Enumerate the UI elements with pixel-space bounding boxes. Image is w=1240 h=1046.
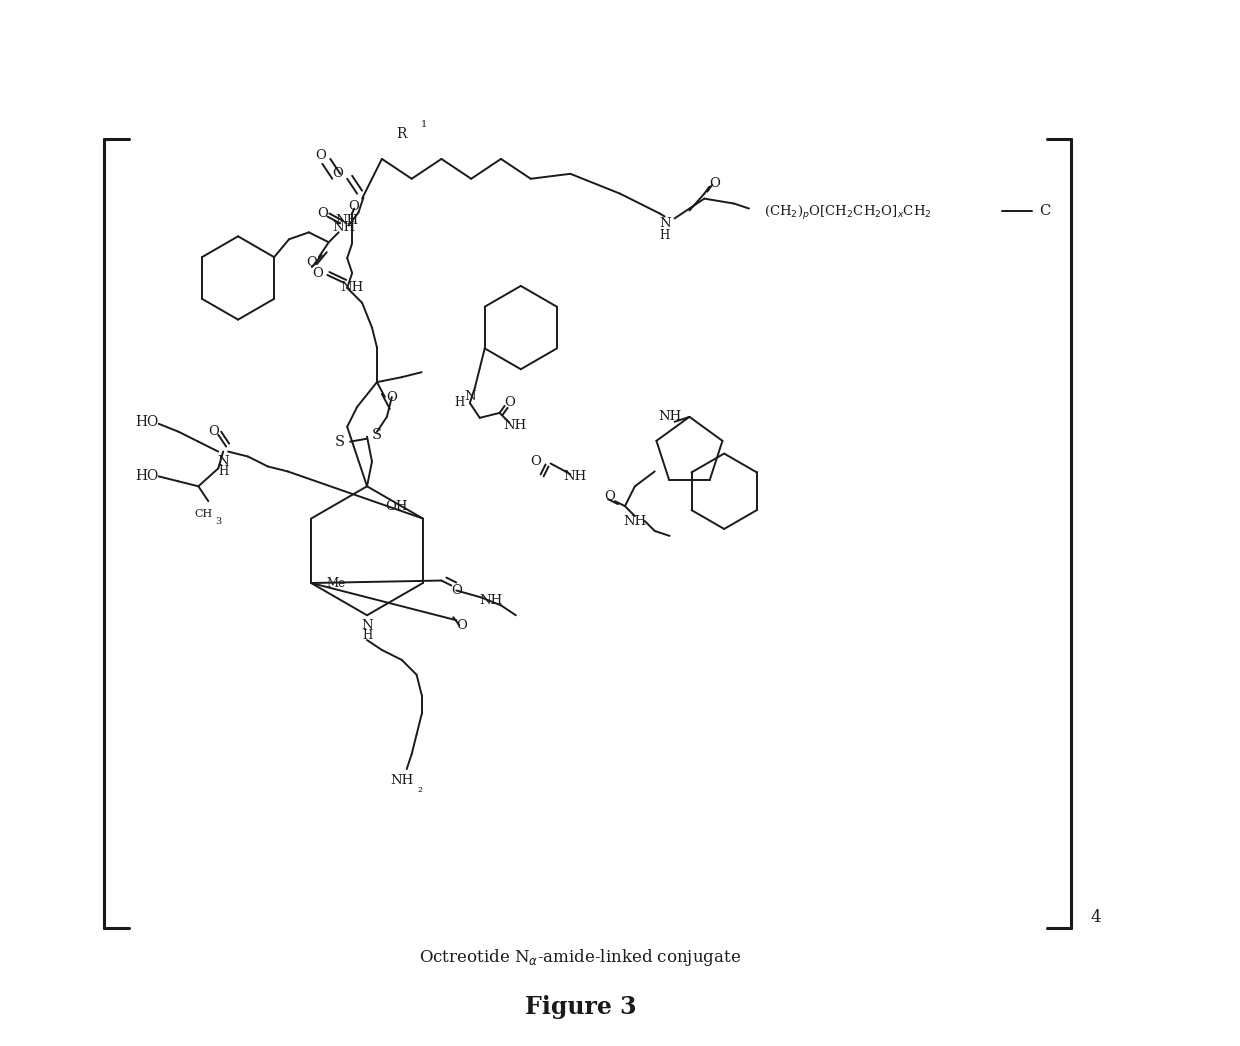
Text: O: O xyxy=(317,207,327,220)
Text: N: N xyxy=(464,389,476,403)
Text: O: O xyxy=(505,396,515,409)
Text: 3: 3 xyxy=(215,517,222,525)
Text: S: S xyxy=(335,435,345,449)
Text: 4: 4 xyxy=(1091,909,1101,927)
Text: O: O xyxy=(315,150,326,162)
Text: O: O xyxy=(456,618,466,632)
Text: N: N xyxy=(217,455,229,468)
Text: R: R xyxy=(397,128,407,141)
Text: CH: CH xyxy=(195,509,212,519)
Text: H: H xyxy=(455,396,465,409)
Text: C: C xyxy=(1039,204,1050,218)
Text: O: O xyxy=(451,584,461,597)
Text: S: S xyxy=(372,428,382,441)
Text: HO: HO xyxy=(135,470,159,483)
Text: O: O xyxy=(306,255,317,269)
Text: HO: HO xyxy=(135,415,159,429)
Text: H: H xyxy=(218,464,228,478)
Text: Me: Me xyxy=(326,576,346,590)
Text: O: O xyxy=(605,490,615,503)
Text: NH: NH xyxy=(391,774,413,788)
Text: O: O xyxy=(348,200,360,213)
Text: O: O xyxy=(387,390,397,404)
Text: NH: NH xyxy=(658,410,681,424)
Text: Figure 3: Figure 3 xyxy=(525,995,636,1019)
Text: NH: NH xyxy=(480,594,502,607)
Text: NH: NH xyxy=(336,214,358,227)
Text: NH: NH xyxy=(503,419,526,432)
Text: 1: 1 xyxy=(420,119,427,129)
Text: NH: NH xyxy=(624,515,646,527)
Text: ₂: ₂ xyxy=(417,782,422,795)
Text: (CH$_2$)$_p$O[CH$_2$CH$_2$O]$_x$CH$_2$: (CH$_2$)$_p$O[CH$_2$CH$_2$O]$_x$CH$_2$ xyxy=(764,204,932,223)
Text: H: H xyxy=(362,629,372,641)
Text: O: O xyxy=(709,177,719,190)
Text: OH: OH xyxy=(386,500,408,513)
Text: O: O xyxy=(312,267,322,279)
Text: O: O xyxy=(531,455,541,468)
Text: N: N xyxy=(658,217,671,230)
Text: O: O xyxy=(332,167,342,180)
Text: Octreotide N$_\alpha$-amide-linked conjugate: Octreotide N$_\alpha$-amide-linked conju… xyxy=(419,947,742,968)
Text: O: O xyxy=(208,426,218,438)
Text: H: H xyxy=(660,229,670,242)
Text: NH: NH xyxy=(341,281,363,294)
Text: NH: NH xyxy=(332,221,355,234)
Text: NH: NH xyxy=(564,470,587,483)
Text: N: N xyxy=(361,618,373,632)
